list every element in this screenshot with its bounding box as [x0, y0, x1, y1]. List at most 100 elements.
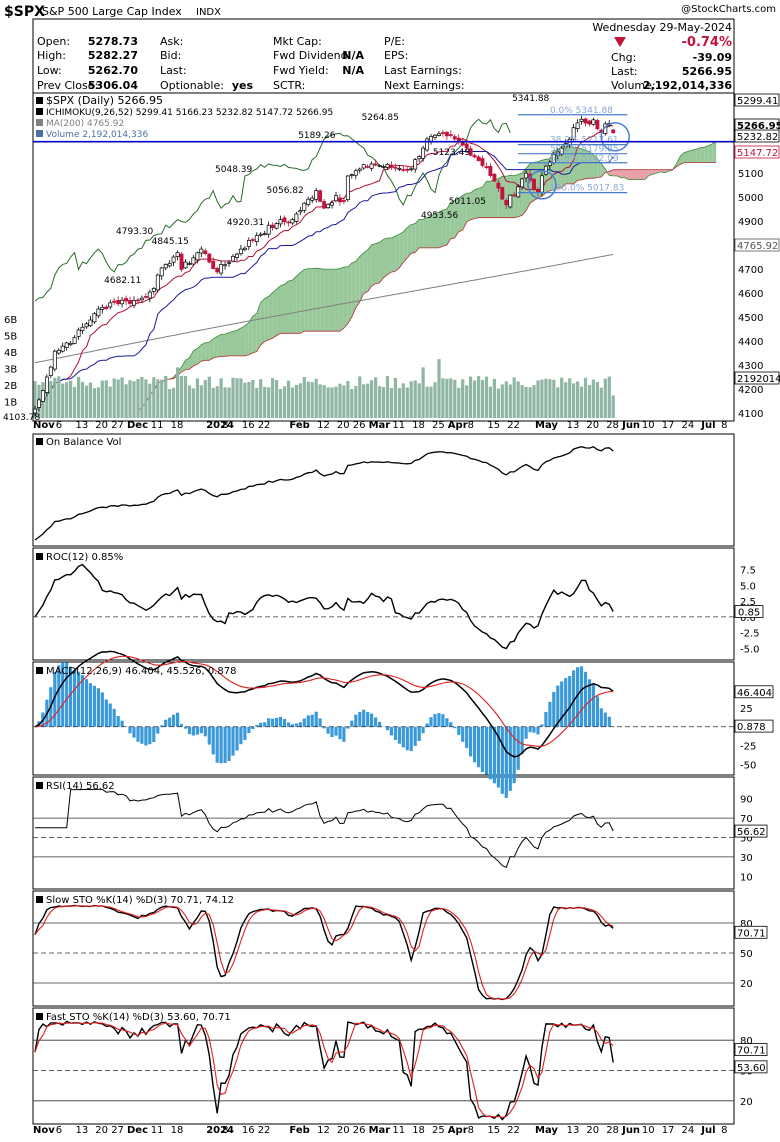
ichimoku-cloud	[692, 149, 697, 163]
volume-bar	[342, 385, 346, 418]
volume-bar	[207, 376, 211, 418]
ichimoku-cloud	[268, 292, 273, 340]
macd-histogram-bar	[132, 726, 136, 738]
macd-histogram-bar	[556, 685, 560, 727]
candle-body	[72, 337, 77, 344]
roc-panel	[32, 547, 735, 661]
macd-histogram-bar	[397, 726, 401, 744]
price-annotation: 5341.88	[512, 94, 549, 104]
x-tick-label: Nov	[33, 420, 55, 431]
macd-histogram-bar	[259, 722, 263, 727]
volume-bar	[69, 380, 73, 418]
candle-body	[500, 187, 505, 200]
fast-sto-last: 53.60	[737, 1063, 766, 1074]
volume-bar	[512, 377, 516, 418]
candle-body	[385, 163, 390, 168]
macd-histogram-bar	[80, 675, 85, 727]
volume-bar	[191, 388, 195, 418]
volume-bar	[239, 378, 243, 418]
candle-body	[159, 267, 164, 277]
ichimoku-cloud	[264, 296, 269, 342]
quote-label: Prev Close:	[37, 79, 98, 92]
senkou-span-b-line	[137, 162, 717, 412]
x-tick-label: 10	[642, 1125, 655, 1136]
macd-last-box	[734, 719, 774, 733]
chikou-span-line	[34, 118, 511, 302]
ichimoku-cloud	[193, 348, 198, 367]
volume-bar	[104, 380, 108, 418]
candle-body	[238, 248, 243, 255]
ichimoku-cloud	[324, 269, 329, 332]
candle-body	[401, 169, 406, 171]
volume-bar	[370, 380, 374, 418]
x-tick-label: 20	[95, 1125, 108, 1136]
macd-histogram-bar	[176, 712, 180, 727]
candle-body	[187, 263, 192, 265]
fib-circle	[600, 122, 630, 152]
macd-histogram-bar	[69, 666, 73, 727]
candle-body	[338, 197, 342, 203]
volume-bar	[484, 376, 489, 418]
x-tick-label: 18	[171, 1125, 184, 1136]
volume-tick-label: 5B	[4, 332, 17, 343]
candle-body	[512, 194, 517, 197]
volume-bar	[144, 379, 148, 418]
macd-histogram-bar	[346, 726, 350, 729]
ichimoku-cloud	[252, 313, 257, 353]
ichimoku-cloud	[236, 328, 241, 356]
x-tick-label: 20	[337, 1125, 350, 1136]
volume-bar	[433, 382, 437, 418]
macd-histogram-bar	[168, 717, 172, 727]
volume-bar	[298, 383, 302, 418]
x-tick-label: 12	[317, 1125, 330, 1136]
ichimoku-cloud	[442, 208, 447, 247]
volume-bar	[116, 379, 120, 418]
price-label: 4765.92	[737, 241, 778, 252]
volume-bar	[255, 387, 259, 418]
candle-body	[496, 182, 501, 189]
macd-histogram-bar	[385, 726, 390, 731]
candle-body	[270, 224, 275, 229]
y-tick-label: 5000	[738, 193, 763, 204]
ichimoku-cloud	[355, 256, 360, 308]
volume-bar	[508, 384, 512, 418]
legend-swatch	[36, 97, 43, 104]
macd-histogram-bar	[572, 670, 576, 727]
price-label-box	[734, 129, 780, 143]
macd-histogram-bar	[65, 662, 69, 727]
volume-bar	[49, 381, 53, 418]
ichimoku-cloud	[233, 330, 237, 356]
ma200-line	[34, 253, 614, 364]
x-tick-label: Apr	[448, 1125, 468, 1136]
legend-swatch	[36, 130, 43, 137]
volume-bar	[540, 379, 544, 418]
x-tick-label: 8	[468, 1125, 474, 1136]
macd-histogram-bar	[540, 724, 544, 727]
macd-histogram-bar	[469, 726, 473, 757]
x-tick-label: 17	[662, 420, 675, 431]
volume-bar	[314, 378, 318, 418]
x-tick-label: 11	[151, 1125, 164, 1136]
ichimoku-cloud	[438, 210, 443, 248]
candle-body	[124, 298, 129, 302]
volume-bar	[441, 378, 445, 418]
volume-bar	[199, 385, 203, 418]
candle-body	[381, 166, 386, 168]
volume-bar	[310, 382, 314, 418]
macd-histogram-bar	[172, 714, 176, 727]
candle-body	[108, 302, 113, 308]
fast-sto-last: 70.71	[737, 1046, 766, 1057]
ichimoku-cloud	[640, 169, 645, 180]
macd-histogram-bar	[310, 714, 314, 727]
x-tick-label: Dec	[127, 1125, 148, 1136]
ichimoku-cloud	[367, 244, 372, 292]
slow-sto-tick: 50	[740, 949, 753, 960]
fib-level-label: 100.0% 5017.83	[550, 184, 624, 194]
volume-bar	[294, 384, 298, 418]
macd-histogram-bar	[88, 683, 92, 727]
candle-body	[132, 300, 136, 306]
volume-bar	[465, 385, 469, 418]
macd-histogram-bar	[223, 726, 227, 763]
ichimoku-cloud	[415, 219, 420, 253]
candle-body	[587, 120, 592, 125]
